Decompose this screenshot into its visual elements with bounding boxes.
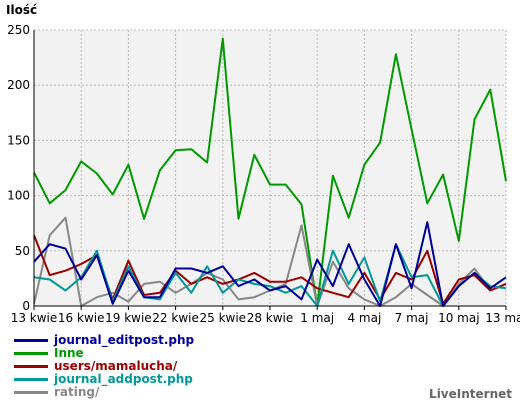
brand-logo-text: LiveInternet (429, 387, 512, 401)
legend: journal_editpost.php Inne users/mamaluch… (14, 334, 194, 399)
legend-label: users/mamalucha/ (54, 359, 178, 373)
axes: 0 50 100 150 200 250 13 kwie 16 kwie 19 kwie 22 k… (7, 23, 520, 325)
x-tick-label: 4 maj (347, 311, 381, 325)
x-tick-label: 25 kwie (200, 311, 247, 325)
x-tick-label: 7 maj (395, 311, 429, 325)
y-tick-label: 250 (7, 23, 30, 37)
series-lines (33, 37, 507, 307)
y-tick-label: 200 (7, 78, 30, 92)
y-tick-label: 0 (22, 299, 30, 313)
x-tick-label: 13 maj (485, 311, 520, 325)
legend-item: journal_addpost.php (14, 373, 194, 386)
line-chart: Ilość 0 50 100 150 200 250 13 kwie 16 kwie 19 kw… (6, 3, 520, 325)
x-tick-label: 28 kwie (247, 311, 294, 325)
legend-item: rating/ (14, 386, 194, 399)
legend-item: journal_editpost.php (14, 334, 194, 347)
legend-swatch (14, 378, 48, 381)
legend-label: Inne (54, 346, 84, 360)
y-tick-label: 100 (7, 189, 30, 203)
legend-item: Inne (14, 347, 194, 360)
x-tick-label: 1 maj (300, 311, 334, 325)
legend-swatch (14, 365, 48, 368)
legend-label: journal_addpost.php (54, 372, 193, 386)
legend-label: journal_editpost.php (54, 333, 195, 347)
series-line-inne (33, 37, 507, 307)
y-axis-title: Ilość (6, 3, 37, 17)
x-tick-label: 16 kwie (58, 311, 105, 325)
y-tick-label: 50 (15, 244, 30, 258)
x-tick-label: 19 kwie (105, 311, 152, 325)
legend-item: users/mamalucha/ (14, 360, 194, 373)
y-tick-label: 150 (7, 133, 30, 147)
x-tick-label: 13 kwie (11, 311, 58, 325)
legend-swatch (14, 352, 48, 355)
series-line-journal-editpost-php (33, 221, 507, 307)
legend-swatch (14, 339, 48, 342)
x-tick-label: 10 maj (438, 311, 479, 325)
x-tick-label: 22 kwie (152, 311, 199, 325)
legend-label: rating/ (54, 385, 100, 399)
legend-swatch (14, 391, 48, 394)
